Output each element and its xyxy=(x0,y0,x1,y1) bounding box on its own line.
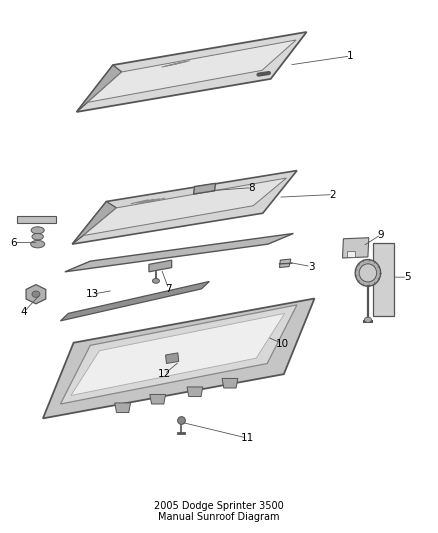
Ellipse shape xyxy=(364,317,371,322)
Polygon shape xyxy=(166,353,179,364)
Polygon shape xyxy=(77,65,122,112)
Polygon shape xyxy=(65,233,293,272)
Polygon shape xyxy=(26,285,46,304)
Polygon shape xyxy=(88,40,296,102)
Ellipse shape xyxy=(32,291,40,297)
Text: 13: 13 xyxy=(85,289,99,299)
Text: 4: 4 xyxy=(21,307,28,317)
Ellipse shape xyxy=(355,260,381,286)
Text: 11: 11 xyxy=(241,433,254,443)
Polygon shape xyxy=(149,260,172,272)
Ellipse shape xyxy=(31,227,44,233)
Text: 9: 9 xyxy=(378,230,385,239)
Polygon shape xyxy=(43,298,314,418)
Polygon shape xyxy=(373,243,394,316)
Polygon shape xyxy=(343,238,369,258)
Text: 10: 10 xyxy=(276,339,289,349)
Polygon shape xyxy=(115,403,131,413)
Text: 6: 6 xyxy=(11,238,18,247)
Polygon shape xyxy=(83,178,286,236)
Text: 2005 Dodge Sprinter 3500
Manual Sunroof Diagram: 2005 Dodge Sprinter 3500 Manual Sunroof … xyxy=(154,501,284,522)
Text: 2: 2 xyxy=(329,190,336,199)
Ellipse shape xyxy=(32,233,43,240)
Polygon shape xyxy=(222,378,238,388)
Text: 7: 7 xyxy=(165,284,172,294)
Text: 8: 8 xyxy=(248,183,255,192)
Polygon shape xyxy=(194,183,215,194)
Polygon shape xyxy=(150,394,166,404)
Ellipse shape xyxy=(152,278,159,284)
Polygon shape xyxy=(72,171,297,244)
Polygon shape xyxy=(17,216,56,223)
Text: 3: 3 xyxy=(307,262,314,271)
Polygon shape xyxy=(279,259,291,268)
Ellipse shape xyxy=(359,264,377,282)
Polygon shape xyxy=(60,305,297,404)
Ellipse shape xyxy=(31,240,45,248)
Polygon shape xyxy=(60,281,209,321)
Polygon shape xyxy=(347,251,355,257)
Polygon shape xyxy=(71,313,285,395)
Polygon shape xyxy=(77,32,307,112)
Polygon shape xyxy=(187,387,203,397)
Text: 5: 5 xyxy=(404,272,411,282)
Text: 12: 12 xyxy=(158,369,171,379)
Text: 1: 1 xyxy=(347,51,354,61)
Polygon shape xyxy=(72,201,117,244)
